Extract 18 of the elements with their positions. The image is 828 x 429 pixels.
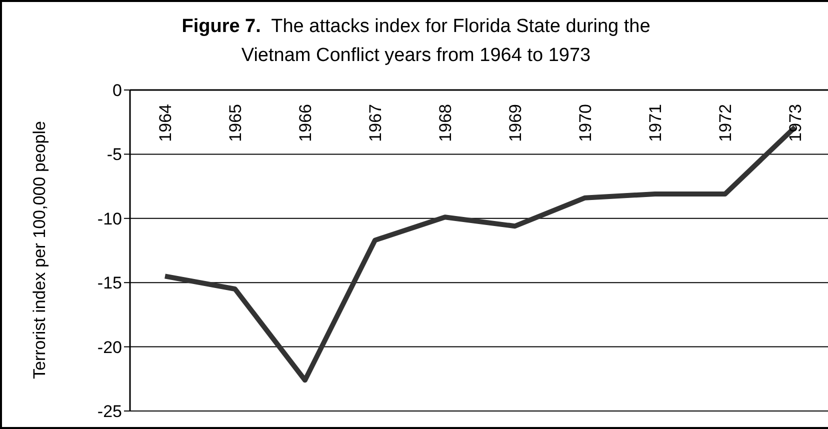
y-tick-label: -25 (97, 402, 122, 422)
chart-title: Figure 7. The attacks index for Florida State during the Vietnam Conflict years from 1964 to 1973 (182, 16, 650, 66)
x-tick-label: 1964 (156, 104, 175, 142)
x-tick-label: 1967 (366, 104, 385, 142)
x-tick-label: 1965 (226, 104, 245, 142)
y-tick-label: -10 (97, 209, 122, 228)
y-tick-label: -20 (97, 338, 122, 357)
y-tick-label: 0 (112, 81, 122, 100)
x-tick-label: 1971 (646, 104, 665, 142)
x-tick-label: 1966 (296, 104, 315, 142)
x-tick-label: 1969 (506, 104, 525, 142)
y-tick-label: -15 (97, 274, 122, 293)
y-tick-label: -5 (106, 145, 122, 164)
x-tick-label: 1968 (436, 104, 455, 142)
y-axis-title: Terrorist index per 100,000 people (29, 120, 50, 380)
x-tick-label: 1970 (576, 104, 595, 142)
x-tick-label: 1973 (786, 104, 805, 142)
x-tick-label: 1972 (716, 104, 735, 142)
